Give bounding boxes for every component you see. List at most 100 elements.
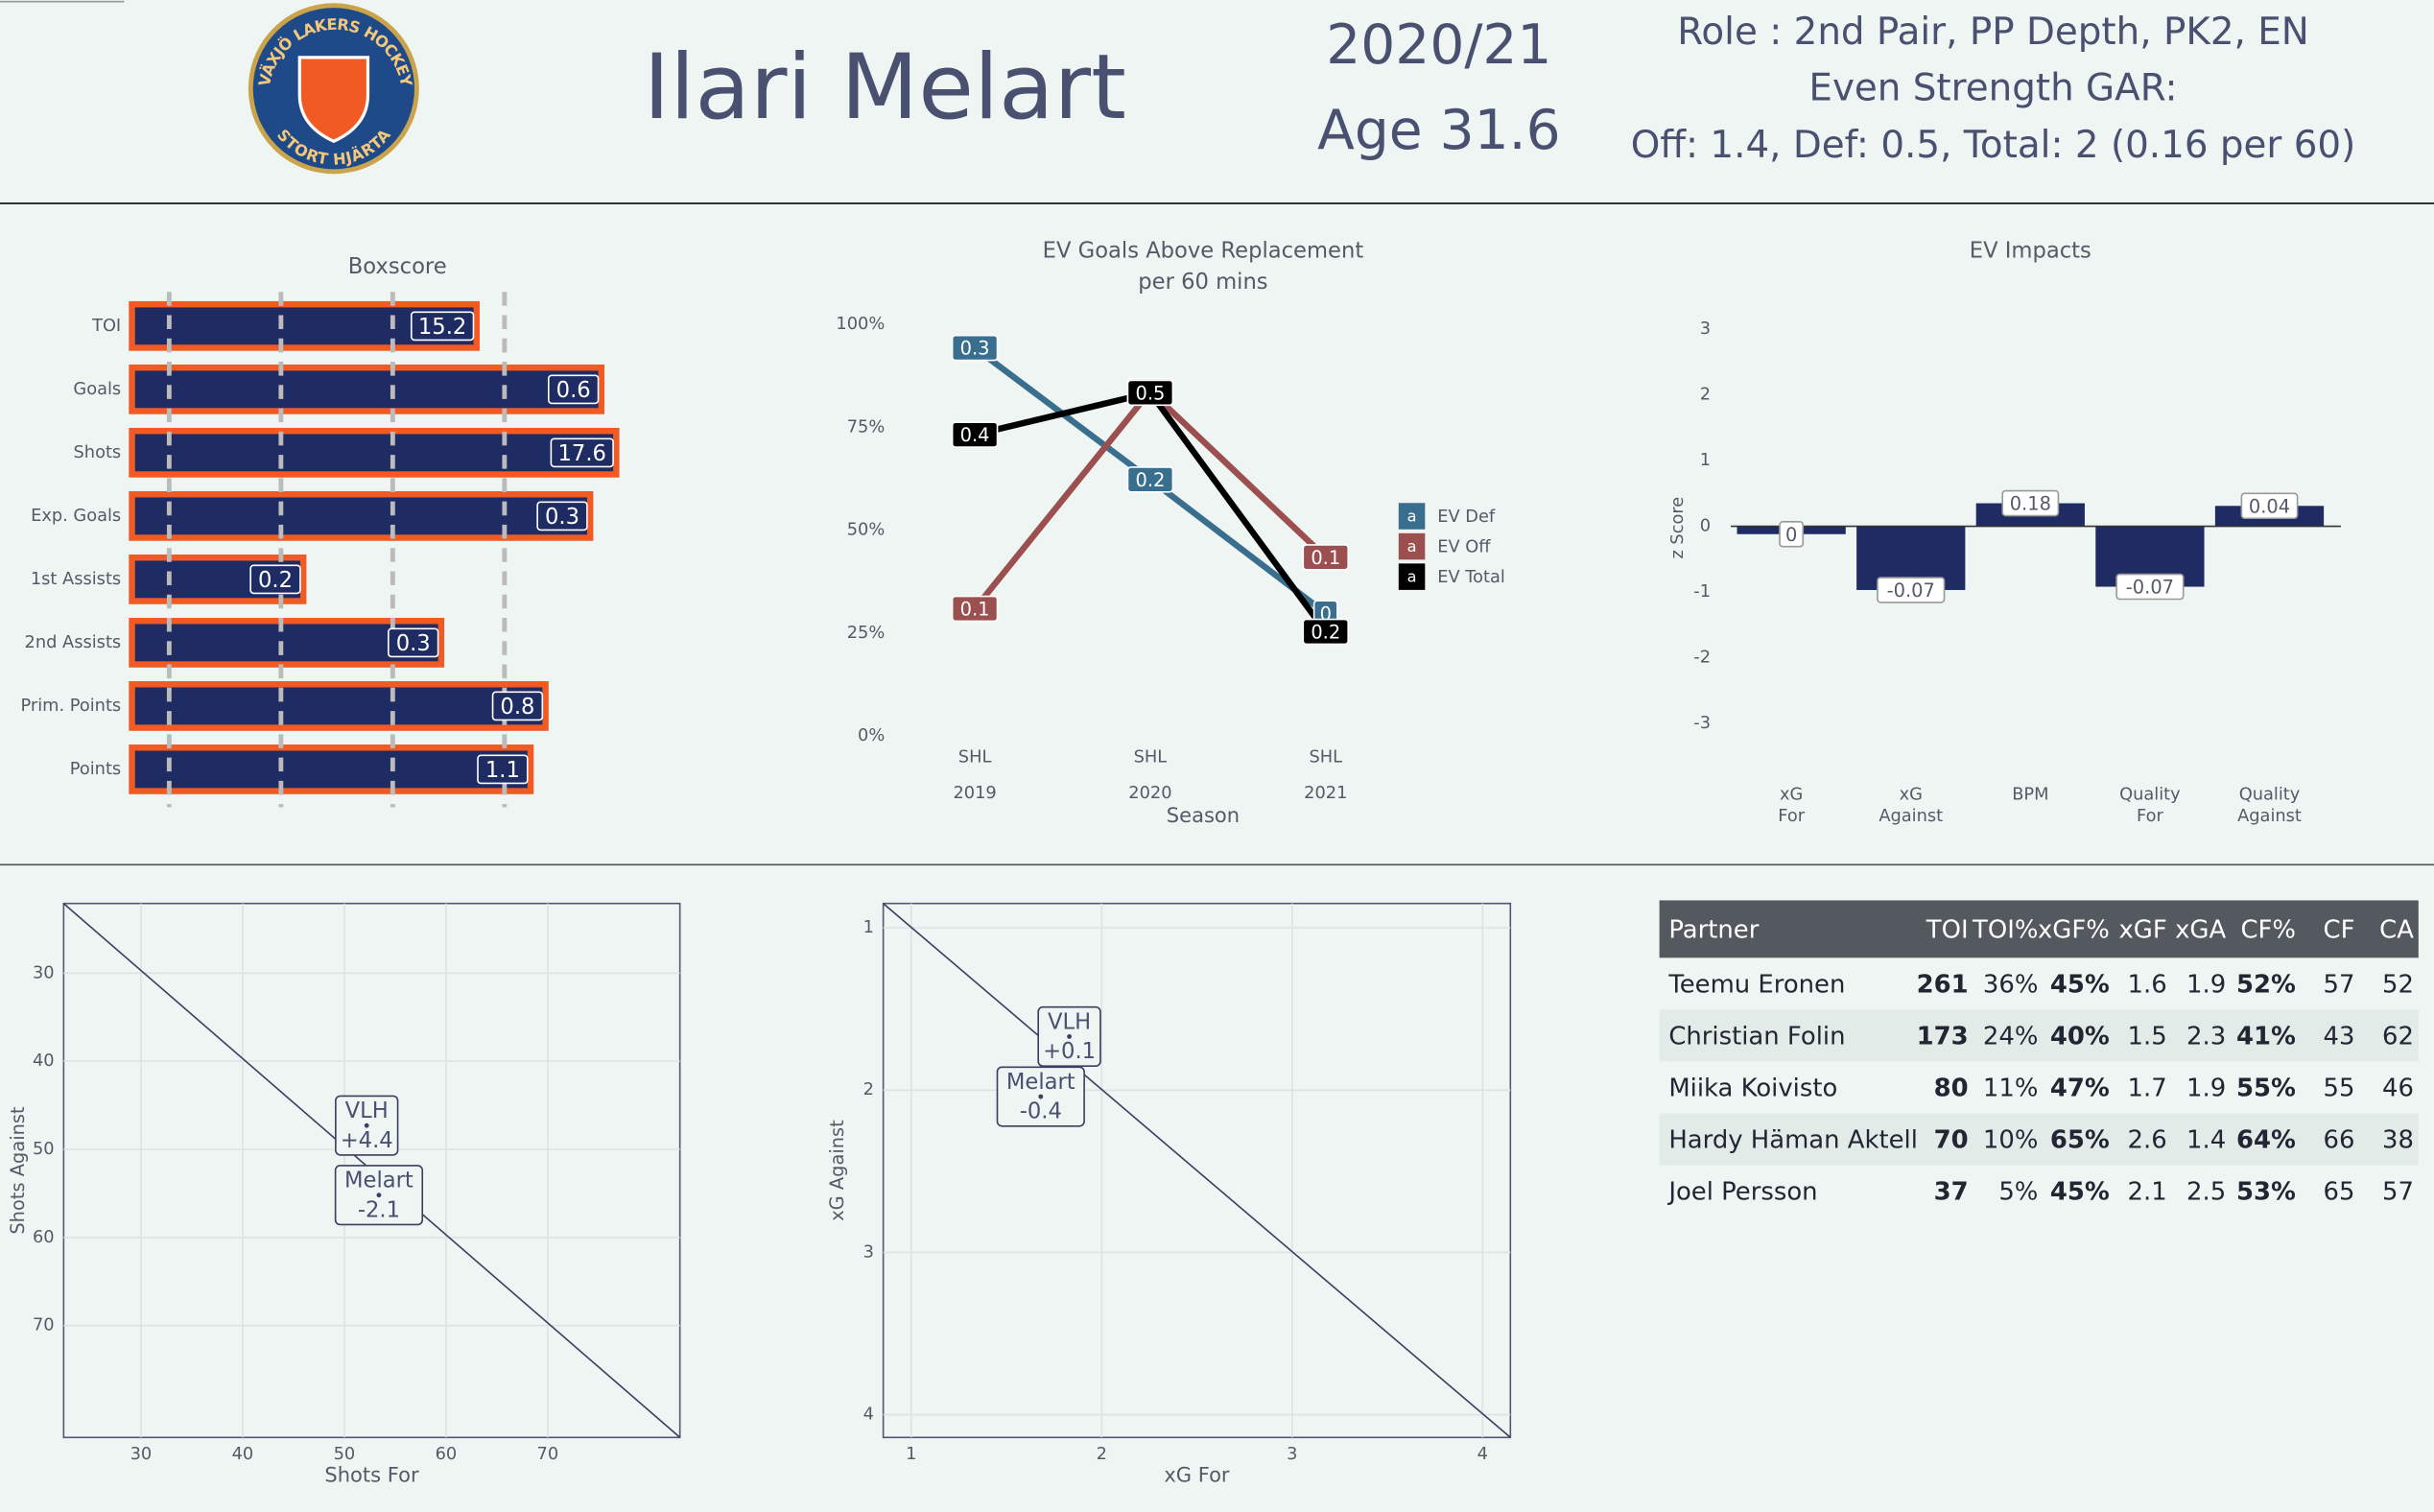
table-cell: 80: [1934, 1075, 1969, 1103]
y-tick-label: 100%: [836, 314, 885, 334]
table-cell: Miika Koivisto: [1668, 1075, 1837, 1103]
bar: [129, 364, 605, 414]
data-label: 17.6: [558, 441, 606, 466]
table-cell: 36%: [1983, 970, 2039, 999]
table-cell: 52: [2382, 970, 2414, 999]
point: [376, 1193, 382, 1198]
table-cell: 57: [2324, 970, 2355, 999]
x-tick-label: 2: [1097, 1444, 1107, 1464]
y-tick-label: 3: [1700, 319, 1711, 339]
table-cell: 5%: [1998, 1178, 2038, 1207]
table-cell: 62: [2382, 1023, 2414, 1051]
point: [364, 1122, 369, 1128]
data-label: 0.2: [1311, 622, 1340, 644]
data-label: 0.18: [2010, 493, 2051, 515]
label-box: [1302, 544, 1350, 571]
x-tick-label: 4: [1477, 1444, 1488, 1464]
y-tick-label: 0: [1700, 516, 1711, 536]
legend-swatch: [1398, 503, 1426, 530]
label-box: [2001, 489, 2060, 517]
x-tick-label: 1: [906, 1444, 916, 1464]
bar: [129, 617, 445, 668]
y-tick-label: 50%: [847, 520, 886, 540]
table-cell: 40%: [2050, 1023, 2110, 1051]
label-box: [1126, 379, 1174, 407]
table-cell: 66: [2324, 1126, 2355, 1155]
data-label: 0.3: [545, 505, 579, 530]
chart-title: EV Goals Above Replacement: [1043, 239, 1364, 264]
table-cell: 52%: [2236, 970, 2296, 999]
chart-title: Boxscore: [348, 254, 447, 279]
y-axis-label: Shots Against: [7, 1106, 29, 1235]
category-label: 1st Assists: [31, 569, 121, 589]
category-label: Exp. Goals: [31, 506, 121, 526]
point-label: -2.1: [358, 1197, 400, 1222]
data-label: 0.1: [1311, 547, 1340, 569]
y-tick-label: -3: [1693, 713, 1711, 733]
x-tick-label: For: [1778, 806, 1805, 826]
data-label: 1.1: [485, 758, 520, 783]
chart-title: EV Impacts: [1970, 239, 2091, 264]
point-label: +0.1: [1043, 1039, 1096, 1064]
y-tick-label: 1: [863, 917, 874, 937]
category-label: TOI: [91, 316, 121, 336]
table-stripe: [1659, 1113, 2419, 1166]
column-header: TOI: [1926, 916, 1969, 945]
table-cell: 1.7: [2128, 1075, 2167, 1103]
table-cell: 2.6: [2128, 1126, 2167, 1155]
y-axis-label: xG Against: [826, 1120, 848, 1221]
table-cell: 45%: [2050, 1178, 2110, 1207]
table-cell: 57: [2382, 1178, 2414, 1207]
label-box: [547, 374, 600, 405]
label-box: [1126, 466, 1174, 493]
label-box: [536, 501, 588, 532]
gar: Off: 1.4, Def: 0.5, Total: 2 (0.16 per 6…: [1631, 124, 2356, 167]
table-cell: 1.9: [2186, 1075, 2226, 1103]
table-cell: 47%: [2050, 1075, 2110, 1103]
y-tick-label: 50: [33, 1139, 55, 1159]
y-tick-label: 2: [863, 1079, 874, 1099]
y-tick-label: -1: [1693, 581, 1711, 602]
category-label: Points: [70, 759, 121, 779]
point-name: Melart: [344, 1169, 414, 1193]
category-label: Shots: [74, 442, 122, 462]
x-tick-label: 2019: [953, 783, 996, 803]
y-tick-label: 40: [33, 1051, 55, 1071]
table-cell: 1.9: [2186, 970, 2226, 999]
legend-glyph: a: [1407, 537, 1417, 555]
data-label: 0.6: [556, 378, 591, 403]
table-cell: 1.6: [2128, 970, 2167, 999]
label-box: [491, 691, 544, 721]
column-header: xGA: [2175, 916, 2226, 945]
legend-glyph: a: [1407, 507, 1417, 525]
table-cell: 261: [1917, 970, 1969, 999]
y-tick-label: 4: [863, 1405, 874, 1425]
table-cell: 55: [2324, 1075, 2355, 1103]
y-tick-label: 3: [863, 1241, 874, 1262]
x-tick-league: SHL: [958, 747, 992, 768]
y-tick-label: 30: [33, 962, 55, 982]
data-label: 0.5: [1135, 382, 1165, 404]
category-label: 2nd Assists: [25, 632, 122, 652]
data-label: 0.8: [500, 695, 534, 720]
data-label: 0.2: [1135, 469, 1165, 491]
y-tick-label: 60: [33, 1227, 55, 1247]
table-cell: 64%: [2236, 1126, 2296, 1155]
data-label: 0.3: [960, 338, 990, 360]
x-tick-league: SHL: [1134, 747, 1168, 768]
column-header: xGF%: [2038, 916, 2110, 945]
point: [1038, 1094, 1044, 1099]
x-tick-label: 2020: [1128, 783, 1171, 803]
data-label: 0.4: [960, 424, 990, 446]
role: Role : 2nd Pair, PP Depth, PK2, EN: [1677, 11, 2309, 54]
table-cell: 2.3: [2186, 1023, 2226, 1051]
x-tick-label: xG: [1900, 784, 1923, 804]
column-header: xGF: [2118, 916, 2166, 945]
y-tick-label: 75%: [847, 416, 886, 437]
x-tick-label: xG: [1780, 784, 1803, 804]
logo: VÄXJÖ LAKERS HOCKEY STORT HJÄRTA: [248, 3, 419, 175]
x-tick-label: Quality: [2239, 784, 2301, 804]
y-tick-label: 2: [1700, 385, 1711, 405]
table-cell: 1.5: [2128, 1023, 2167, 1051]
point-name: VLH: [345, 1099, 389, 1123]
